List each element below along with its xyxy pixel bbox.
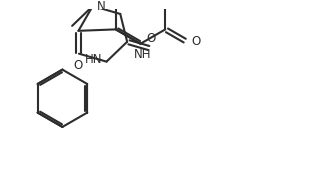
Text: NH: NH [134,48,151,60]
Text: O: O [191,35,200,48]
Text: O: O [74,59,83,72]
Text: O: O [146,32,155,45]
Text: HN: HN [85,53,103,66]
Text: N: N [97,0,105,12]
